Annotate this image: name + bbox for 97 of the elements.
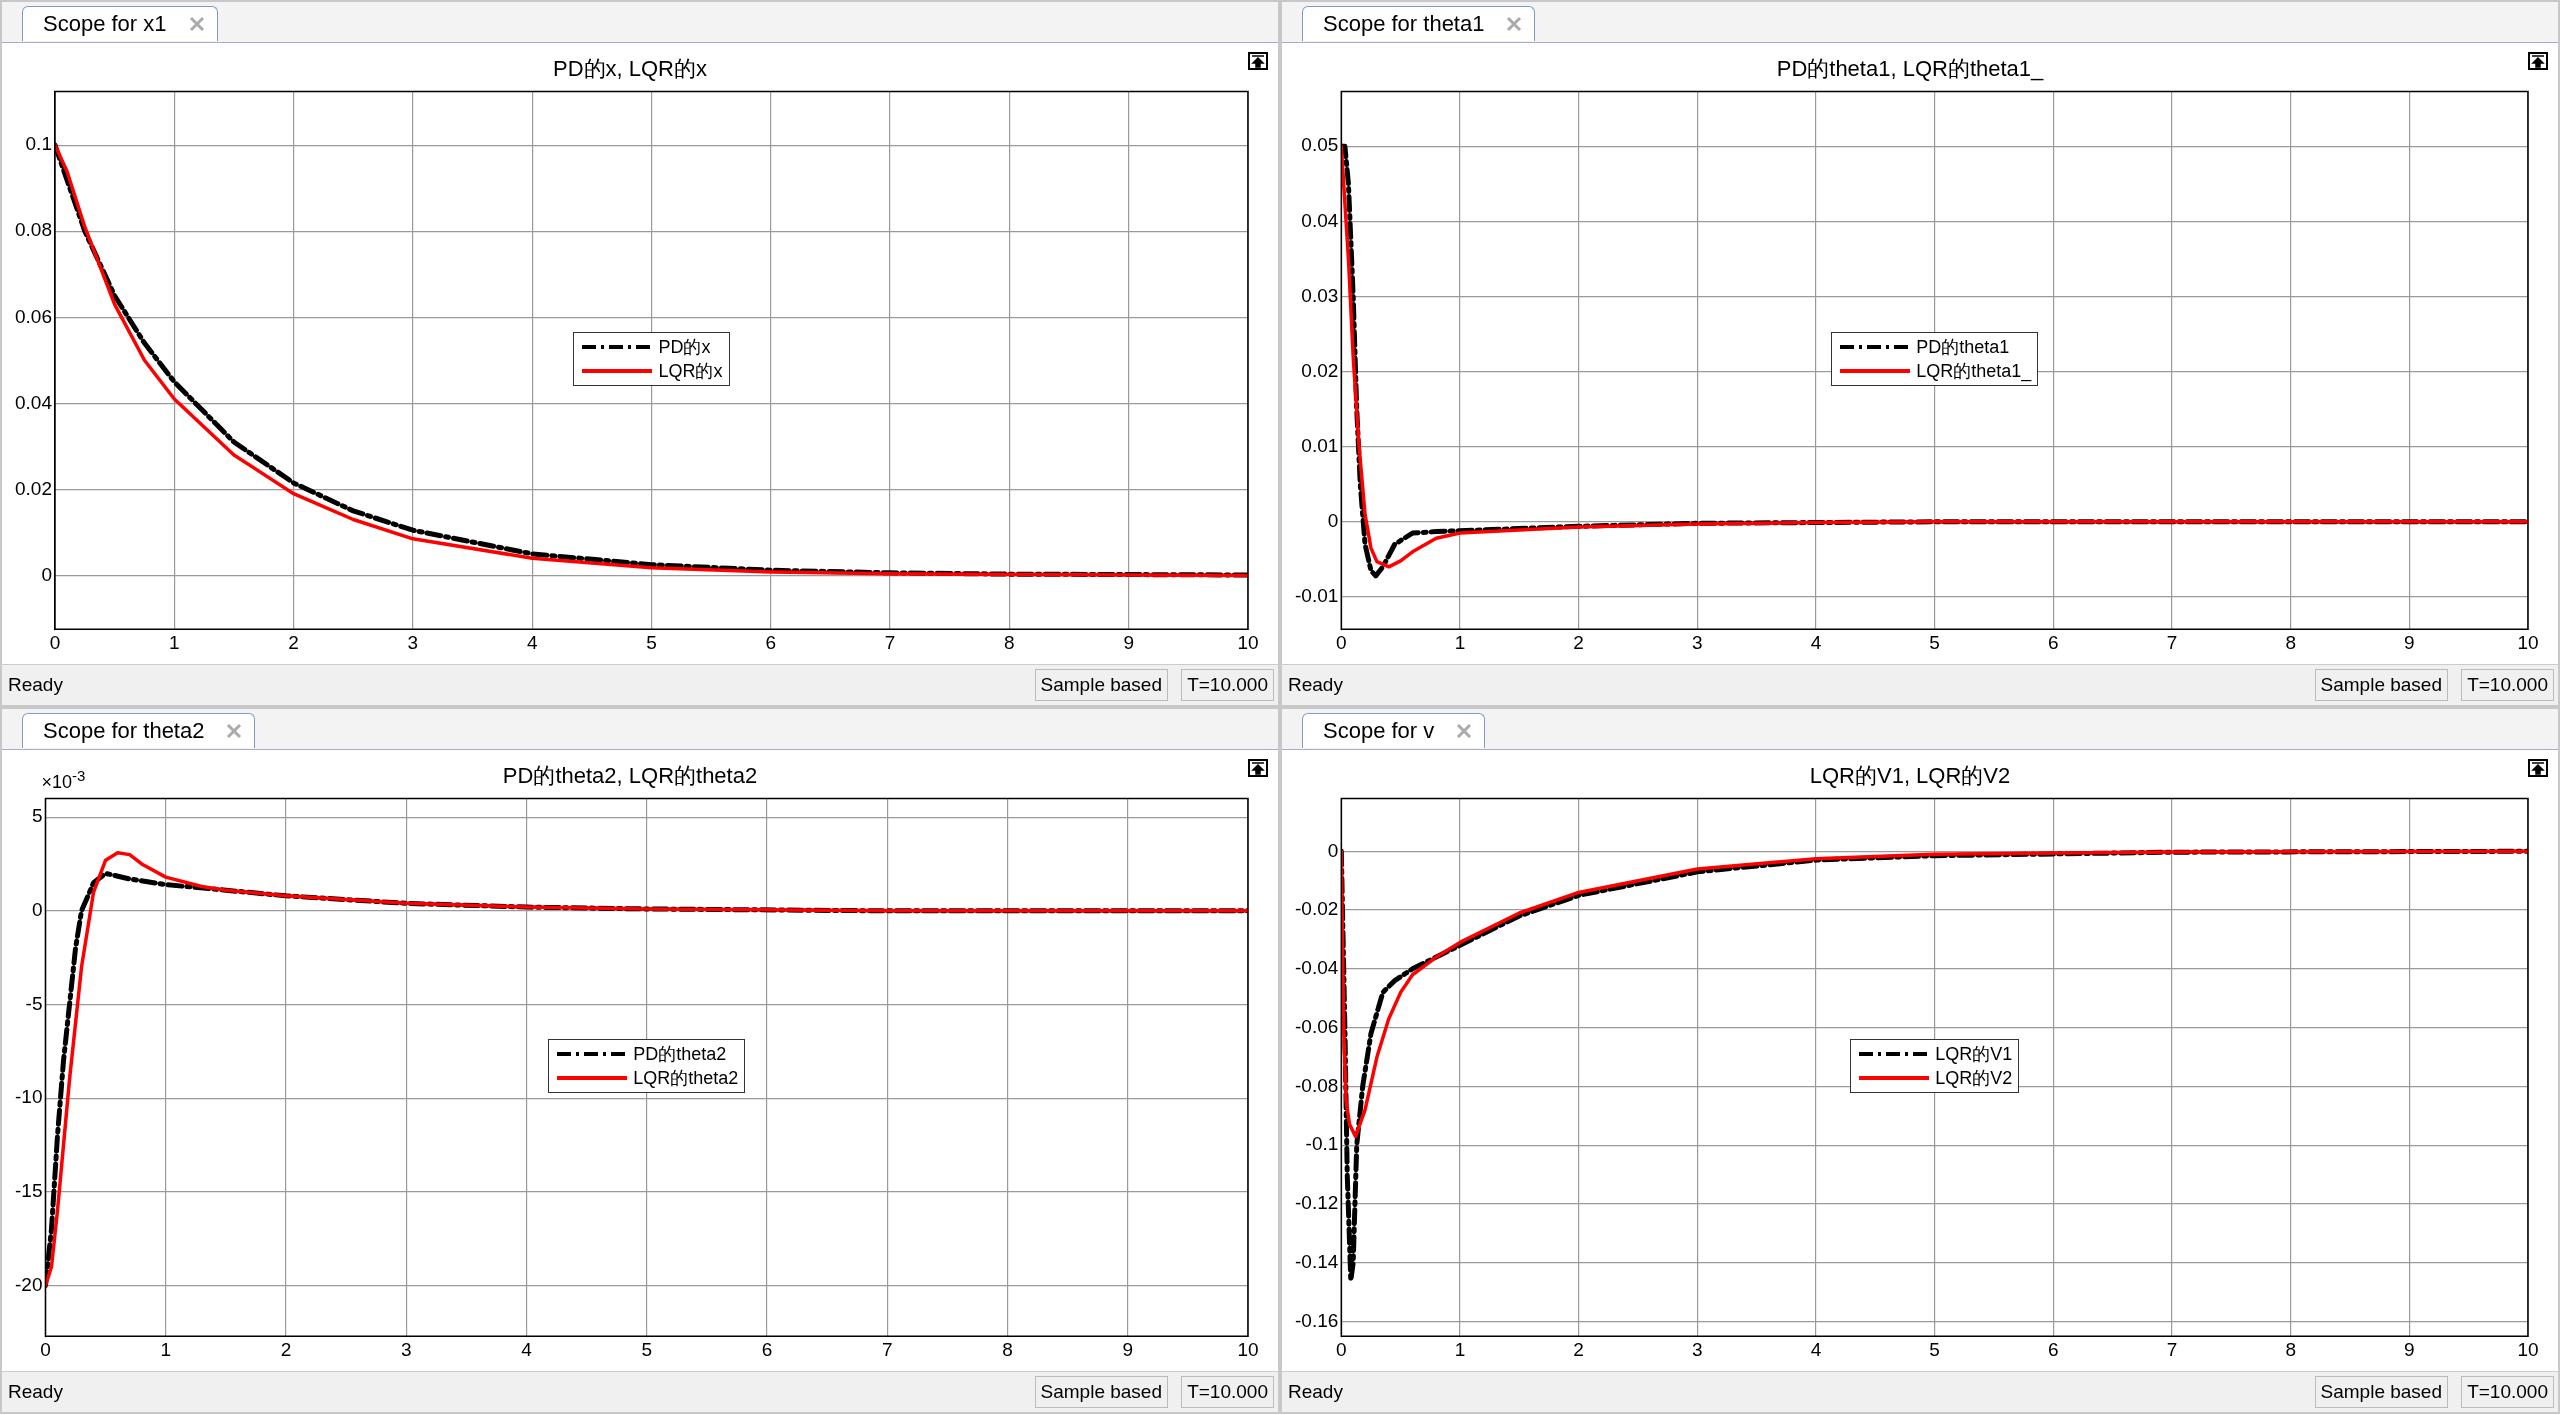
x-tick-label: 2 <box>280 1338 292 1360</box>
x-tick-label: 6 <box>761 1338 773 1360</box>
y-tick-label: 0.08 <box>15 219 52 241</box>
x-tick-label: 3 <box>1692 631 1703 653</box>
y-tick-label: -0.14 <box>1294 1250 1339 1272</box>
y-tick-label: 0.04 <box>15 391 53 413</box>
x-tick-label: 1 <box>1454 1338 1466 1360</box>
chart-title: LQR的V1, LQR的V2 <box>1809 763 2011 789</box>
x-tick-label: 4 <box>1810 631 1822 653</box>
y-tick-label: -0.06 <box>1294 1015 1339 1037</box>
x-tick-label: 3 <box>400 1338 412 1360</box>
y-tick-label: 0.06 <box>15 305 52 327</box>
y-tick-label: -0.01 <box>1294 585 1339 607</box>
y-tick-label: -0.08 <box>1294 1074 1339 1096</box>
y-tick-label: -0.12 <box>1294 1192 1339 1214</box>
text: Sample based <box>2314 1376 2448 1408</box>
y-tick-label: -10 <box>14 1086 43 1108</box>
x-tick-label: 10 <box>1237 1338 1259 1360</box>
legend-label: LQR的V1 <box>1935 1043 2013 1067</box>
x-tick-label: 8 <box>1004 631 1015 653</box>
text: Ready <box>1288 1381 1343 1403</box>
x-tick-label: 8 <box>2285 1338 2296 1360</box>
text: Sample based <box>2314 669 2448 701</box>
text: Sample based <box>1034 669 1168 701</box>
x-tick-label: 5 <box>646 631 657 653</box>
legend-label: PD的x <box>658 336 711 360</box>
y-tick-label: -0.04 <box>1294 957 1339 979</box>
x-tick-label: 7 <box>2166 1338 2178 1360</box>
x-tick-label: 3 <box>1692 1338 1703 1360</box>
y-tick-label: -0.16 <box>1294 1309 1339 1331</box>
chart-title: PD的theta2, LQR的theta2 <box>502 763 758 789</box>
x-tick-label: 2 <box>1573 1338 1584 1360</box>
text: T=10.000 <box>1181 669 1274 701</box>
x-tick-label: 1 <box>160 1338 171 1360</box>
legend-label: LQR的theta1_ <box>1916 360 2032 384</box>
x-tick-label: 4 <box>526 631 538 653</box>
chart-title: PD的x, LQR的x <box>552 56 708 82</box>
text: Scope for theta2 <box>22 713 256 748</box>
y-tick-label: 0.01 <box>1301 434 1339 456</box>
text: Ready <box>8 1381 63 1403</box>
text: T=10.000 <box>1181 1376 1274 1408</box>
y-tick-label: 0 <box>31 899 43 921</box>
x-tick-label: 9 <box>2404 631 2415 653</box>
x-tick-label: 6 <box>765 631 777 653</box>
text: Sample based <box>1034 1376 1168 1408</box>
y-tick-label: 0.04 <box>1301 209 1339 231</box>
text: T=10.000 <box>2461 1376 2554 1408</box>
y-tick-label: -20 <box>14 1273 43 1295</box>
text: Scope for x1 <box>22 6 218 41</box>
legend-label: LQR的theta2 <box>633 1067 739 1091</box>
x-tick-label: 2 <box>1573 631 1584 653</box>
y-tick-label: 0.1 <box>25 133 52 155</box>
y-tick-label: -0.02 <box>1294 898 1339 920</box>
y-tick-label: -5 <box>25 992 43 1014</box>
x-tick-label: 10 <box>2517 1338 2539 1360</box>
y-tick-label: 0.05 <box>1301 134 1339 156</box>
x-tick-label: 7 <box>2166 631 2178 653</box>
text: ×10$^{-3}$ <box>41 767 86 794</box>
y-tick-label: 5 <box>31 805 43 827</box>
legend-label: LQR的x <box>658 360 723 384</box>
text: Ready <box>1288 674 1343 696</box>
x-tick-label: 6 <box>2048 1338 2059 1360</box>
x-tick-label: 10 <box>2517 631 2539 653</box>
text: T=10.000 <box>2461 669 2554 701</box>
y-tick-label: 0 <box>1327 839 1339 861</box>
text: Scope for v <box>1302 713 1486 748</box>
x-tick-label: 10 <box>1237 631 1259 653</box>
y-tick-label: 0 <box>1327 510 1339 532</box>
y-tick-label: 0.02 <box>15 477 52 499</box>
x-tick-label: 5 <box>1929 631 1940 653</box>
x-tick-label: 6 <box>2048 631 2059 653</box>
legend-label: PD的theta1 <box>1916 336 2010 360</box>
x-tick-label: 9 <box>2404 1338 2415 1360</box>
legend-label: LQR的V2 <box>1935 1067 2013 1091</box>
x-tick-label: 2 <box>288 631 299 653</box>
x-tick-label: 8 <box>2285 631 2296 653</box>
x-tick-label: 5 <box>1929 1338 1940 1360</box>
y-tick-label: -15 <box>14 1180 43 1202</box>
x-tick-label: 3 <box>407 631 419 653</box>
x-tick-label: 4 <box>1810 1338 1822 1360</box>
x-tick-label: 1 <box>168 631 180 653</box>
x-tick-label: 9 <box>1122 1338 1134 1360</box>
x-tick-label: 5 <box>641 1338 653 1360</box>
x-tick-label: 7 <box>884 631 896 653</box>
x-tick-label: 8 <box>1002 1338 1013 1360</box>
x-tick-label: 1 <box>1454 631 1466 653</box>
y-tick-label: -0.1 <box>1305 1133 1339 1155</box>
y-tick-label: 0.02 <box>1301 359 1339 381</box>
x-tick-label: 7 <box>881 1338 893 1360</box>
x-tick-label: 9 <box>1123 631 1134 653</box>
y-tick-label: 0.03 <box>1301 284 1339 306</box>
x-tick-label: 4 <box>521 1338 533 1360</box>
chart-title: PD的theta1, LQR的theta1_ <box>1776 56 2045 82</box>
text: Ready <box>8 674 63 696</box>
legend-label: PD的theta2 <box>633 1043 727 1067</box>
y-tick-label: 0 <box>41 563 52 585</box>
text: Scope for theta1 <box>1302 6 1536 41</box>
